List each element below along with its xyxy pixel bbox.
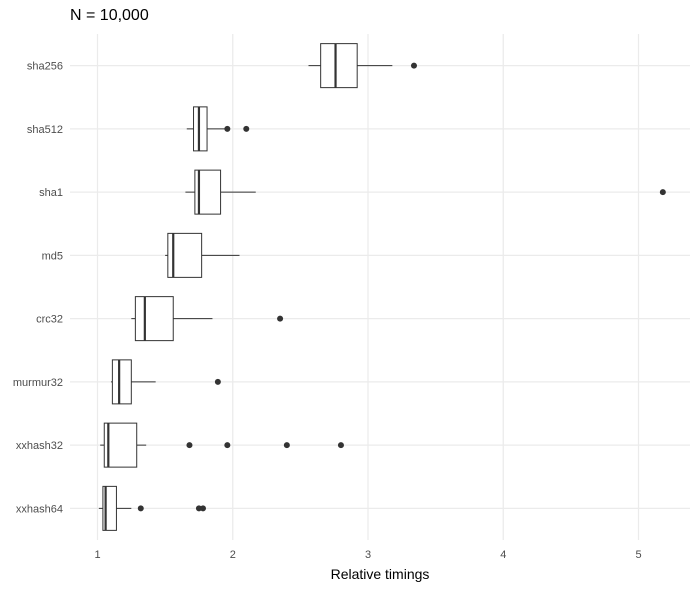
x-tick-label: 1 bbox=[94, 549, 100, 561]
iqr-box bbox=[134, 296, 174, 342]
grid bbox=[70, 34, 690, 540]
y-tick-label: sha256 bbox=[27, 61, 63, 73]
outlier-point bbox=[410, 62, 417, 69]
x-tick-label: 4 bbox=[500, 549, 506, 561]
y-tick-label: xxhash32 bbox=[16, 440, 63, 452]
outlier-point bbox=[283, 442, 290, 449]
iqr-box bbox=[103, 422, 138, 468]
y-axis-tick-labels: sha256 sha512 sha1 md5 crc32 murmur32 xxhash32… bbox=[13, 61, 63, 516]
box-md5 bbox=[165, 232, 240, 278]
iqr-box bbox=[111, 359, 132, 405]
outlier-point bbox=[243, 125, 250, 132]
outlier-point bbox=[337, 442, 344, 449]
outlier-point bbox=[224, 125, 231, 132]
y-tick-label: crc32 bbox=[36, 314, 63, 326]
boxes bbox=[98, 43, 666, 531]
outlier-point bbox=[277, 315, 284, 322]
box-xxhash32 bbox=[100, 422, 344, 468]
box-xxhash64 bbox=[98, 485, 206, 531]
iqr-box bbox=[320, 43, 358, 89]
outlier-point bbox=[214, 378, 221, 385]
outlier-point bbox=[224, 442, 231, 449]
box-sha256 bbox=[308, 43, 417, 89]
y-tick-label: sha1 bbox=[39, 187, 63, 199]
x-axis-tick-labels: 1 2 3 4 5 bbox=[94, 549, 641, 561]
box-murmur32 bbox=[111, 359, 221, 405]
iqr-box bbox=[193, 106, 208, 152]
chart-title: N = 10,000 bbox=[70, 7, 149, 24]
x-axis-title: Relative timings bbox=[331, 566, 430, 582]
box-crc32 bbox=[131, 296, 284, 342]
outlier-point bbox=[137, 505, 144, 512]
y-tick-label: murmur32 bbox=[13, 377, 63, 389]
x-tick-label: 3 bbox=[365, 549, 371, 561]
y-tick-label: md5 bbox=[42, 250, 63, 262]
outlier-point bbox=[186, 442, 193, 449]
x-tick-label: 5 bbox=[635, 549, 641, 561]
outlier-point bbox=[199, 505, 206, 512]
x-tick-label: 2 bbox=[230, 549, 236, 561]
outlier-point bbox=[659, 189, 666, 196]
y-tick-label: xxhash64 bbox=[16, 503, 63, 515]
box-sha512 bbox=[186, 106, 250, 152]
y-tick-label: sha512 bbox=[27, 124, 63, 136]
box-sha1 bbox=[185, 169, 666, 215]
